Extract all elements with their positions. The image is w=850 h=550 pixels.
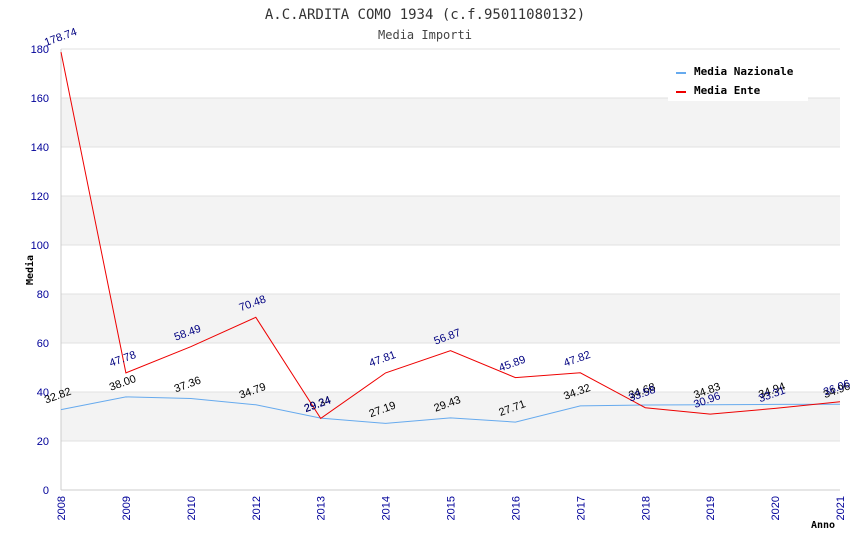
- x-tick-label: 2015: [446, 496, 458, 520]
- legend-label-media-nazionale: Media Nazionale: [694, 65, 794, 78]
- y-tick-label: 20: [37, 436, 49, 448]
- data-label: 45.89: [497, 354, 527, 375]
- x-tick-label: 2018: [640, 496, 652, 520]
- series-line-media-nazionale: [60, 396, 841, 424]
- x-tick-label: 2016: [510, 496, 522, 520]
- x-axis-label: Anno: [811, 520, 835, 531]
- legend-box: [668, 58, 808, 101]
- plot-band: [61, 294, 840, 343]
- chart-title: A.C.ARDITA COMO 1934 (c.f.95011080132): [265, 7, 585, 23]
- x-tick-label: 2008: [56, 496, 68, 520]
- y-tick-label: 60: [37, 338, 49, 350]
- plot-band: [61, 98, 840, 147]
- data-label: 47.81: [368, 349, 398, 370]
- y-tick-labels: 0 20 40 60 80 100 120 140 160 180: [31, 44, 49, 497]
- x-tick-labels: 2008 2009 2010 2012 2013 2014 2015 2016 2017 2018…: [56, 496, 847, 520]
- y-tick-label: 40: [37, 387, 49, 399]
- series-line-media-ente: [60, 52, 841, 420]
- y-tick-label: 140: [31, 142, 49, 154]
- chart-subtitle: Media Importi: [378, 28, 472, 42]
- data-label: 178.74: [43, 26, 79, 49]
- y-tick-label: 120: [31, 191, 49, 203]
- series-lines: [60, 52, 841, 424]
- plot-band: [61, 196, 840, 245]
- y-tick-label: 80: [37, 289, 49, 301]
- legend: Media Nazionale Media Ente: [668, 58, 808, 101]
- data-label: 38.00: [108, 373, 138, 394]
- plot-band: [61, 392, 840, 441]
- x-tick-label: 2014: [381, 496, 393, 520]
- x-tick-label: 2013: [316, 496, 328, 520]
- data-label: 47.82: [562, 349, 592, 370]
- x-tick-label: 2010: [186, 496, 198, 520]
- y-tick-label: 100: [31, 240, 49, 252]
- plot-bands: [61, 98, 840, 441]
- y-tick-label: 0: [43, 485, 49, 497]
- legend-label-media-ente: Media Ente: [694, 84, 761, 97]
- x-tick-label: 2020: [770, 496, 782, 520]
- x-tick-label: 2021: [835, 496, 847, 520]
- data-label: 47.78: [108, 349, 138, 370]
- x-tick-label: 2012: [251, 496, 263, 520]
- x-tick-label: 2019: [705, 496, 717, 520]
- x-tick-label: 2009: [121, 496, 133, 520]
- y-axis-label: Media: [24, 255, 36, 285]
- y-tick-label: 160: [31, 93, 49, 105]
- y-tick-label: 180: [31, 44, 49, 56]
- x-tick-label: 2017: [575, 496, 587, 520]
